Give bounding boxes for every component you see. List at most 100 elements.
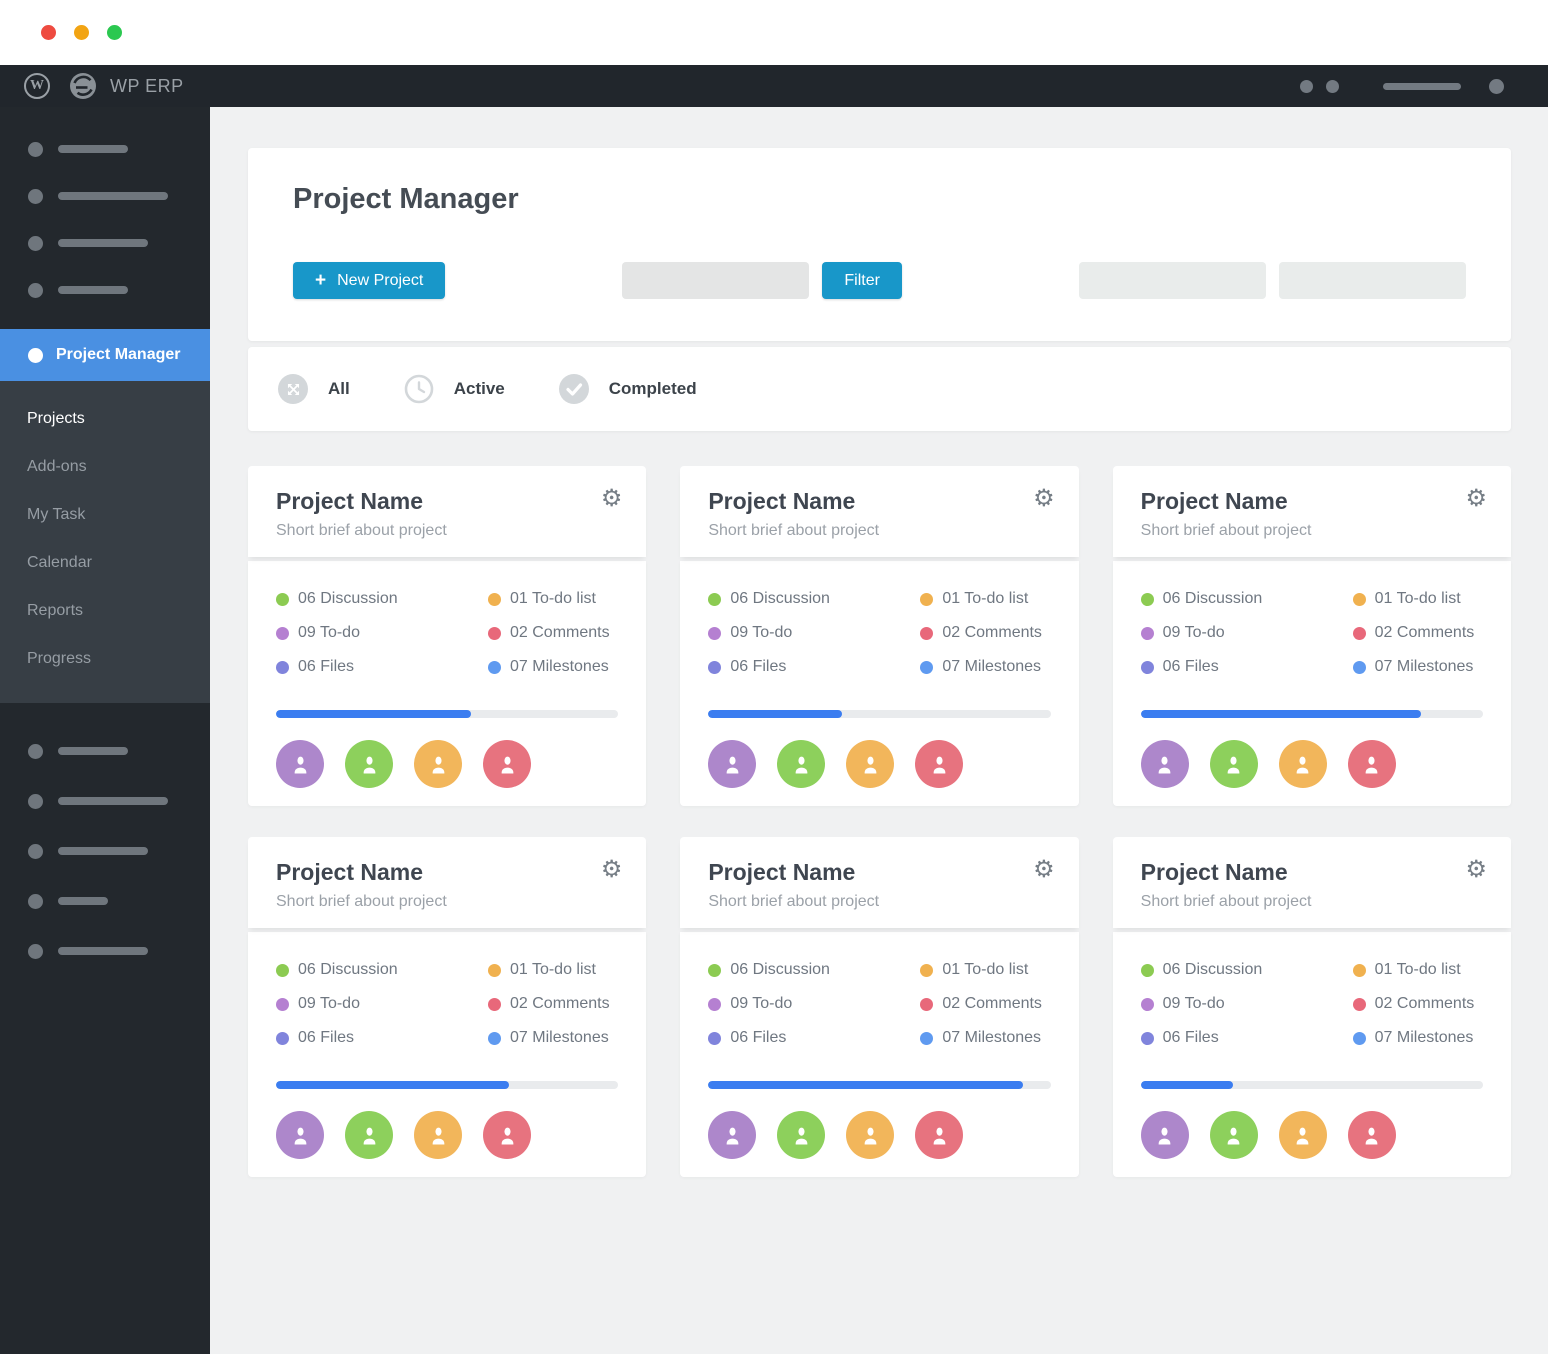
person-icon [795, 1127, 808, 1144]
placeholder-dot-icon [28, 141, 43, 157]
placeholder-line [58, 947, 148, 955]
gear-icon[interactable]: ⚙ [1465, 485, 1487, 512]
stat-dot-icon [276, 592, 289, 606]
person-icon [1296, 756, 1309, 773]
sidebar-item-projects[interactable]: Projects [27, 410, 85, 427]
avatar-list [708, 1111, 1050, 1159]
avatar[interactable] [1140, 740, 1189, 788]
avatar[interactable] [483, 1111, 531, 1159]
avatar[interactable] [915, 740, 964, 788]
wordpress-logo-icon[interactable]: W [24, 73, 50, 99]
stat-label: Files [320, 1029, 355, 1046]
wp-erp-logo-icon[interactable] [70, 73, 96, 99]
progress-fill [708, 710, 842, 718]
stat-text: 02 Comments [1375, 624, 1475, 642]
new-project-button[interactable]: + New Project [293, 262, 446, 299]
admin-bar-dot-icon[interactable] [1326, 79, 1339, 93]
tab-active[interactable]: Active [404, 374, 505, 404]
search-placeholder-field[interactable] [622, 262, 810, 299]
stat-count: 01 [1374, 961, 1393, 978]
sidebar-item-calendar[interactable]: Calendar [27, 554, 92, 571]
stat-label: Files [752, 658, 787, 675]
avatar[interactable] [414, 740, 462, 788]
sidebar-placeholder-item[interactable] [28, 141, 210, 157]
sidebar-item-reports[interactable]: Reports [27, 602, 84, 619]
avatar[interactable] [1278, 740, 1327, 788]
avatar[interactable] [777, 1111, 826, 1159]
sidebar-placeholder-item[interactable] [28, 743, 210, 759]
stat-text: 07 Milestones [510, 1029, 609, 1047]
stat-item: 02 Comments [920, 993, 1050, 1015]
stat-count: 02 [1374, 995, 1393, 1012]
stat-dot-icon [1352, 997, 1366, 1011]
avatar[interactable] [414, 1111, 462, 1159]
sidebar-item-my-task[interactable]: My Task [27, 506, 86, 523]
avatar[interactable] [1209, 1111, 1258, 1159]
placeholder-line [58, 239, 148, 247]
sidebar-placeholder-item[interactable] [28, 282, 210, 298]
gear-icon[interactable]: ⚙ [600, 856, 623, 883]
stat-item: 02 Comments [1352, 993, 1483, 1015]
project-card: Project Name Short brief about project ⚙… [1112, 466, 1511, 806]
stat-dot-icon [708, 592, 722, 606]
gear-icon[interactable]: ⚙ [1465, 856, 1487, 883]
toolbar-placeholder-field[interactable] [1078, 262, 1266, 299]
avatar[interactable] [276, 1111, 324, 1159]
clock-icon [404, 374, 434, 404]
avatar[interactable] [1347, 1111, 1396, 1159]
tab-completed[interactable]: Completed [558, 374, 697, 404]
stat-count: 09 [298, 995, 316, 1012]
stat-dot-icon [488, 660, 501, 674]
avatar[interactable] [276, 740, 324, 788]
avatar[interactable] [708, 740, 757, 788]
sidebar-item-project-manager[interactable]: Project Manager [0, 329, 210, 381]
maximize-window-button[interactable] [107, 25, 122, 40]
stat-dot-icon [1140, 592, 1154, 606]
avatar[interactable] [846, 740, 895, 788]
avatar[interactable] [846, 1111, 895, 1159]
sidebar-placeholder-item[interactable] [28, 943, 210, 959]
stat-dot-icon [488, 626, 501, 640]
sidebar-item-progress[interactable]: Progress [27, 650, 92, 667]
gear-icon[interactable]: ⚙ [600, 485, 623, 512]
person-icon [864, 756, 877, 773]
sidebar-placeholder-item[interactable] [28, 893, 210, 909]
avatar[interactable] [915, 1111, 964, 1159]
project-brief: Short brief about project [1140, 522, 1312, 539]
sidebar-placeholder-item[interactable] [28, 793, 210, 809]
avatar[interactable] [1278, 1111, 1327, 1159]
project-card-header: Project Name Short brief about project ⚙ [1112, 837, 1511, 928]
avatar[interactable] [708, 1111, 757, 1159]
avatar[interactable] [777, 740, 826, 788]
toolbar-placeholder-field[interactable] [1278, 262, 1466, 299]
close-window-button[interactable] [41, 25, 56, 40]
minimize-window-button[interactable] [74, 25, 89, 40]
stat-count: 06 [298, 961, 316, 978]
avatar[interactable] [1347, 740, 1396, 788]
avatar[interactable] [345, 1111, 393, 1159]
placeholder-line [58, 145, 128, 153]
sidebar-placeholder-item[interactable] [28, 843, 210, 859]
stat-item: 06 Discussion [1140, 588, 1353, 610]
sidebar-placeholder-item[interactable] [28, 188, 210, 204]
sidebar-submenu: Projects Add-ons My Task Calendar Report… [0, 381, 210, 703]
filter-button[interactable]: Filter [822, 262, 902, 299]
admin-bar-dot-icon[interactable] [1300, 79, 1313, 93]
avatar[interactable] [1209, 740, 1258, 788]
gear-icon[interactable]: ⚙ [1033, 485, 1055, 512]
avatar[interactable] [1140, 1111, 1189, 1159]
stat-label: Files [752, 1029, 787, 1046]
stat-text: 01 To-do list [1375, 961, 1461, 979]
tab-all[interactable]: All [278, 374, 350, 404]
person-icon [1365, 1127, 1378, 1144]
stat-label: Comments [964, 995, 1042, 1012]
stats-list: 06 Discussion 09 To-do 06 Fi [1140, 588, 1483, 678]
gear-icon[interactable]: ⚙ [1033, 856, 1055, 883]
sidebar-item-add-ons[interactable]: Add-ons [27, 458, 87, 475]
person-icon [501, 756, 513, 773]
avatar[interactable] [483, 740, 531, 788]
user-avatar[interactable] [1489, 78, 1504, 94]
sidebar-placeholder-item[interactable] [28, 235, 210, 251]
stat-dot-icon [276, 626, 289, 640]
avatar[interactable] [345, 740, 393, 788]
